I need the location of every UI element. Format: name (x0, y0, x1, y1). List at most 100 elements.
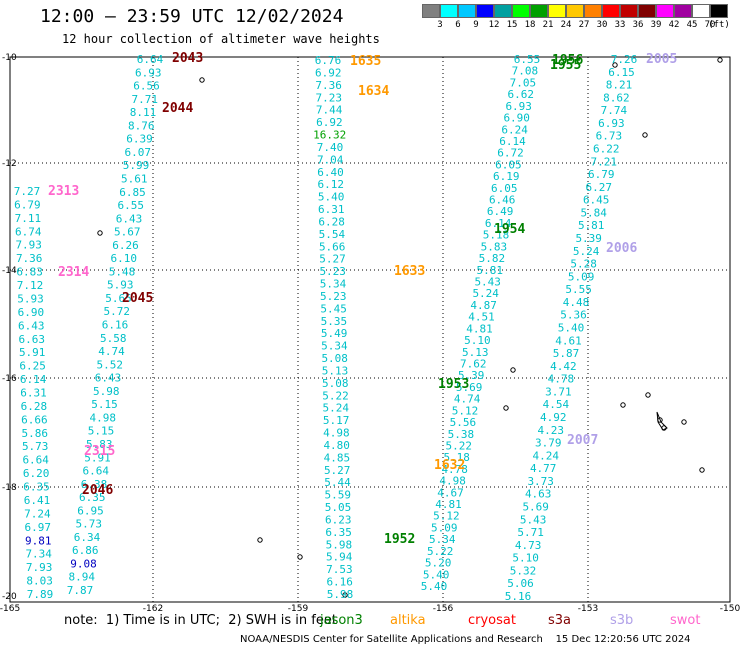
island-outline (642, 132, 648, 138)
wave-height-value: 5.16 (505, 590, 532, 603)
wave-height-value: 16.32 (313, 129, 346, 142)
wave-height-value: 5.13 (322, 365, 349, 378)
wave-height-value: 5.81 (477, 264, 504, 277)
scale-label: 6 (455, 20, 461, 30)
wave-height-value: 6.31 (318, 203, 345, 216)
wave-height-value: 6.35 (79, 491, 106, 504)
map-subtitle: 12 hour collection of altimeter wave hei… (62, 32, 380, 46)
wave-height-value: 5.40 (558, 322, 585, 335)
scale-swatch (692, 4, 710, 18)
island-outline (297, 554, 303, 560)
wave-height-value: 5.66 (319, 240, 346, 253)
pass-time-label: 2045 (122, 291, 153, 306)
wave-height-value: 5.93 (17, 293, 44, 306)
wave-height-value: 6.95 (77, 504, 104, 517)
islands (97, 57, 723, 598)
wave-height-value: 7.11 (15, 212, 42, 225)
wave-height-value: 6.76 (315, 54, 342, 67)
wave-height-value: 7.34 (25, 548, 52, 561)
wave-height-value: 5.43 (474, 276, 501, 289)
wave-height-value: 6.90 (503, 112, 530, 125)
wave-height-value: 6.05 (495, 158, 522, 171)
wave-height-value: 6.26 (112, 239, 139, 252)
wave-height-value: 8.11 (130, 106, 157, 119)
wave-height-value: 8.76 (128, 119, 155, 132)
wave-height-value: 5.87 (553, 347, 580, 360)
wave-height-value: 6.46 (489, 194, 516, 207)
wave-height-value: 6.56 (133, 80, 160, 93)
wave-height-value: 5.44 (324, 476, 351, 489)
wave-height-value: 6.34 (74, 531, 101, 544)
scale-swatch (656, 4, 674, 18)
wave-height-value: 5.54 (319, 228, 346, 241)
lat-tick-label: -10 (2, 53, 17, 63)
wave-height-value: 4.74 (454, 393, 481, 406)
wave-height-value: 5.48 (109, 265, 136, 278)
wave-height-value: 5.05 (325, 501, 352, 514)
wave-height-value: 5.65 (105, 292, 132, 305)
scale-swatch (566, 4, 584, 18)
wave-height-value: 5.69 (456, 381, 483, 394)
wave-height-value: 6.93 (135, 66, 162, 79)
wave-height-value: 5.15 (91, 398, 118, 411)
pass-time-label: 1632 (434, 458, 465, 473)
wave-height-value: 7.36 (16, 252, 43, 265)
lon-tick-label: -150 (720, 604, 740, 614)
pass-time-label: 2007 (567, 433, 598, 448)
wave-height-value: 4.48 (563, 296, 590, 309)
wave-height-value: 6.38 (81, 478, 108, 491)
scale-label: 18 (524, 20, 536, 30)
wave-height-value: 5.10 (512, 552, 539, 565)
island-outline (717, 57, 723, 63)
wave-height-value: 5.49 (321, 327, 348, 340)
map-title: 12:00 — 23:59 UTC 12/02/2024 (40, 6, 344, 27)
wave-height-value: 5.17 (323, 414, 350, 427)
wave-height-value: 6.64 (137, 53, 164, 66)
wave-height-value: 6.85 (119, 186, 146, 199)
wave-height-value: 6.14 (20, 373, 47, 386)
wave-height-value: 5.93 (107, 279, 134, 292)
pass-time-label: 2006 (606, 241, 637, 256)
wave-height-value: 5.18 (483, 229, 510, 242)
wave-height-value: 6.28 (21, 400, 48, 413)
pass-time-label: 2313 (48, 184, 79, 199)
scale-label: 27 (578, 20, 590, 30)
wave-height-value: 7.71 (132, 93, 159, 106)
wave-height-value: 5.34 (429, 533, 456, 546)
wave-height-value: 6.97 (25, 521, 52, 534)
satellite-legend-item: s3b (610, 613, 634, 628)
wave-height-value: 4.78 (441, 463, 468, 476)
wave-height-value: 5.39 (458, 369, 485, 382)
scale-swatch (476, 4, 494, 18)
pass-labels: 2043 2044 2045 2046 2313 2314 2315 1635 1634 1633… (48, 51, 677, 547)
island-outline (97, 230, 103, 236)
wave-height-value: 7.93 (26, 561, 53, 574)
wave-height-value: 6.72 (497, 147, 524, 160)
lat-tick-label: -12 (2, 159, 17, 169)
wave-height-value: 5.98 (93, 385, 120, 398)
wave-height-value: 5.35 (321, 315, 348, 328)
wave-height-value: 5.67 (114, 226, 141, 239)
wave-height-value: 5.23 (320, 290, 347, 303)
wave-height-value: 5.39 (575, 232, 602, 245)
wave-height-value: 6.74 (15, 225, 42, 238)
wave-height-value: 5.73 (22, 440, 49, 453)
wave-height-value: 8.21 (606, 79, 633, 92)
wave-height-value: 6.49 (487, 205, 514, 218)
wave-height-value: 5.24 (472, 287, 499, 300)
lat-tick-label: -14 (2, 266, 17, 276)
lon-tick-label: -162 (143, 604, 163, 614)
satellite-legend-item: cryosat (468, 613, 516, 628)
scale-swatch (512, 4, 530, 18)
wave-height-value: 9.81 (25, 534, 52, 547)
wave-height-value: 4.77 (530, 462, 557, 475)
satellite-legend-item: jason3 (320, 613, 363, 628)
wave-height-value: 7.44 (316, 104, 343, 117)
lon-tick-label: -153 (578, 604, 598, 614)
pass-time-label: 2044 (162, 101, 193, 116)
wave-height-value: 5.23 (319, 265, 346, 278)
wave-height-value: 5.22 (427, 545, 454, 558)
wave-height-value: 5.40 (318, 191, 345, 204)
satellite-legend-item: altika (390, 613, 426, 628)
wave-height-value: 5.32 (510, 564, 537, 577)
